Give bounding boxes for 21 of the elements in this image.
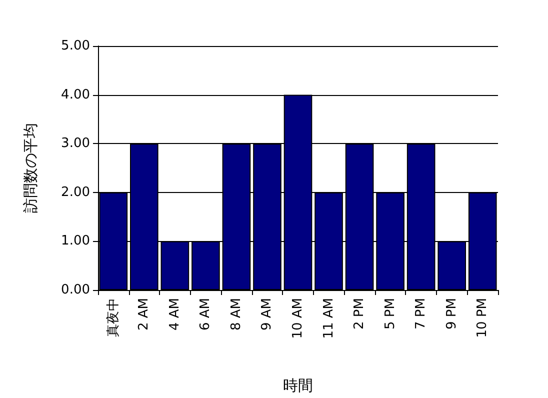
x-tick-label: 6 AM	[198, 298, 214, 331]
x-tick-label: 7 PM	[414, 298, 429, 330]
y-tick-label: 3.00	[61, 136, 90, 152]
y-tick-label: 4.00	[61, 87, 90, 102]
x-tick-label: 5 PM	[382, 298, 398, 330]
x-tick-label: 2 PM	[352, 298, 368, 330]
y-tick-label: 2.00	[61, 184, 90, 200]
y-tick-label: 5.00	[61, 38, 90, 54]
x-tick-label: 10 AM	[290, 298, 306, 339]
x-tick-label: 9 PM	[444, 298, 460, 330]
y-tick-label: 0.00	[61, 282, 90, 298]
x-tick-label: 真夜中	[104, 298, 121, 337]
x-axis-title: 時間	[283, 376, 313, 394]
y-axis-title: 訪問数の平均	[22, 123, 40, 213]
x-tick-label: 11 AM	[321, 298, 336, 339]
x-tick-label: 10 PM	[475, 298, 490, 338]
x-tick-label: 4 AM	[167, 298, 182, 331]
x-tick-label: 8 AM	[228, 298, 244, 331]
x-tick-label: 2 AM	[136, 298, 152, 331]
x-tick-label: 9 AM	[260, 298, 275, 331]
y-tick-label: 1.00	[61, 234, 90, 249]
